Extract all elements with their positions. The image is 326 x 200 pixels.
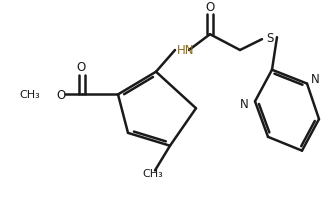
Text: N: N xyxy=(240,97,249,110)
Text: O: O xyxy=(56,88,66,101)
Text: CH₃: CH₃ xyxy=(19,90,40,100)
Text: N: N xyxy=(311,73,320,86)
Text: CH₃: CH₃ xyxy=(142,168,163,178)
Text: O: O xyxy=(205,1,215,14)
Text: HN: HN xyxy=(177,43,195,56)
Text: O: O xyxy=(76,61,86,74)
Text: S: S xyxy=(266,32,274,44)
